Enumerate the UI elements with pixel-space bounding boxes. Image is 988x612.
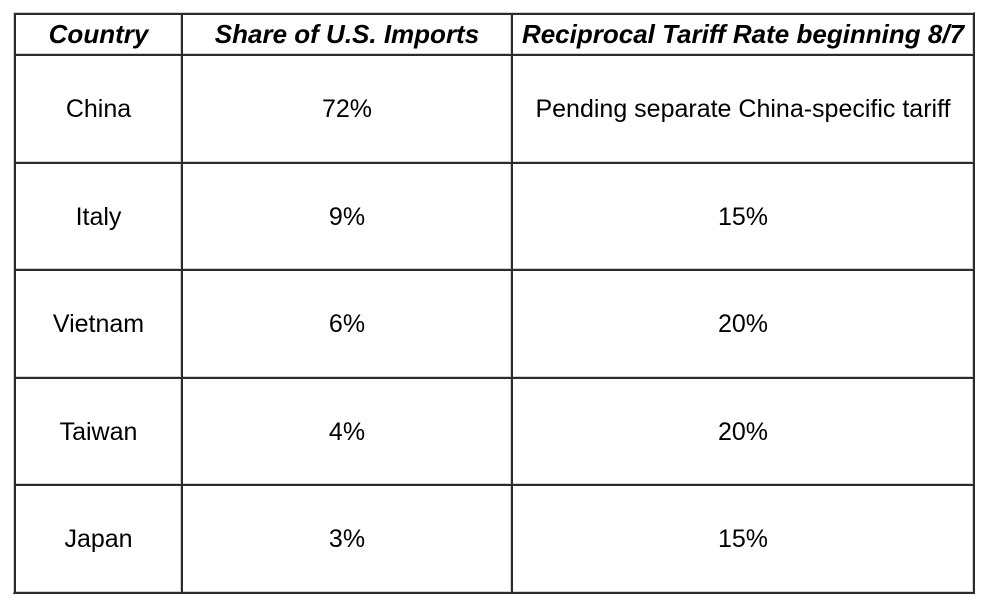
cell-tariff: 20% bbox=[511, 376, 973, 485]
cell-tariff: 15% bbox=[511, 161, 973, 270]
cell-share: 72% bbox=[181, 54, 511, 162]
table-row-vietnam: Vietnam 6% 20% bbox=[14, 269, 973, 377]
cell-share: 4% bbox=[181, 376, 511, 485]
reciprocal-tariff-table: Country Share of U.S. Imports Reciprocal… bbox=[13, 12, 975, 594]
cell-share: 6% bbox=[181, 269, 511, 377]
cell-tariff: Pending separate China-specific tariff bbox=[511, 54, 973, 162]
cell-country: Italy bbox=[14, 161, 181, 270]
cell-share: 3% bbox=[181, 484, 511, 592]
cell-country: China bbox=[14, 54, 181, 162]
table-row-china: China 72% Pending separate China-specifi… bbox=[14, 54, 973, 162]
table-row-italy: Italy 9% 15% bbox=[14, 161, 973, 270]
table-row-taiwan: Taiwan 4% 20% bbox=[14, 376, 973, 485]
header-share-of-us-imports: Share of U.S. Imports bbox=[181, 13, 511, 55]
cell-tariff: 15% bbox=[511, 484, 973, 592]
cell-country: Japan bbox=[14, 484, 181, 592]
header-row: Country Share of U.S. Imports Reciprocal… bbox=[14, 13, 973, 55]
table-row-japan: Japan 3% 15% bbox=[14, 484, 973, 592]
table-header: Country Share of U.S. Imports Reciprocal… bbox=[14, 13, 973, 55]
header-country: Country bbox=[14, 13, 181, 55]
table-body: China 72% Pending separate China-specifi… bbox=[14, 54, 973, 592]
cell-country: Taiwan bbox=[14, 376, 181, 485]
header-reciprocal-tariff-rate: Reciprocal Tariff Rate beginning 8/7 bbox=[511, 13, 973, 55]
cell-share: 9% bbox=[181, 161, 511, 270]
cell-country: Vietnam bbox=[14, 269, 181, 377]
cell-tariff: 20% bbox=[511, 269, 973, 377]
